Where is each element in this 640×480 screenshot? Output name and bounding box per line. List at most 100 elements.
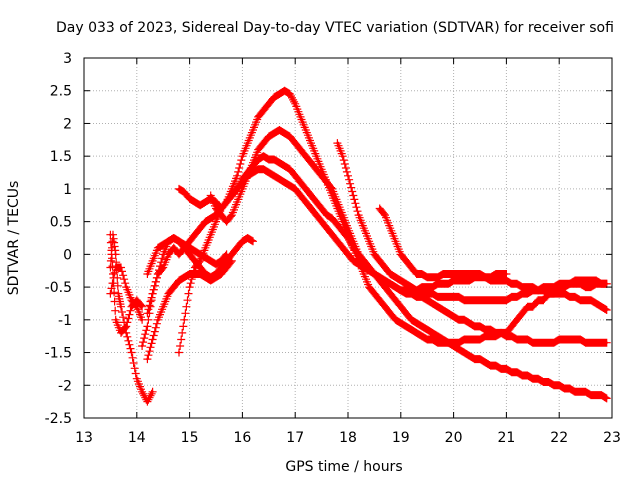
data-point xyxy=(204,256,207,259)
data-point xyxy=(146,312,149,315)
data-point xyxy=(267,135,270,138)
data-point xyxy=(515,282,519,285)
data-point xyxy=(140,390,144,393)
data-point xyxy=(156,272,160,276)
data-point xyxy=(367,266,371,269)
data-point xyxy=(119,266,123,269)
data-point xyxy=(209,217,212,220)
y-tick-label: 0 xyxy=(63,247,72,263)
data-point xyxy=(489,364,492,367)
data-point xyxy=(193,266,197,269)
data-point xyxy=(526,292,529,295)
data-point xyxy=(373,272,376,276)
data-point xyxy=(568,387,571,390)
data-point xyxy=(589,341,593,344)
data-point xyxy=(452,279,455,282)
data-point xyxy=(383,305,387,308)
data-point xyxy=(336,240,339,243)
data-point xyxy=(251,240,255,243)
data-point xyxy=(584,285,587,289)
data-point xyxy=(151,292,154,295)
data-point xyxy=(183,243,186,246)
data-point xyxy=(214,276,218,279)
data-point xyxy=(162,243,165,246)
data-point xyxy=(394,276,397,279)
y-axis-ticks: -2.5 -2 -1.5 -1 -0.5 0 0.5 1 1.5 2 2.5 3 xyxy=(45,51,612,427)
data-point xyxy=(315,213,318,217)
data-point xyxy=(336,200,339,204)
data-point xyxy=(568,338,571,341)
data-point xyxy=(558,384,561,387)
data-point xyxy=(389,282,392,285)
data-point xyxy=(288,135,292,138)
data-point xyxy=(505,279,508,282)
series-track-3 xyxy=(106,263,147,324)
data-point xyxy=(415,331,418,335)
data-point xyxy=(436,335,439,338)
data-point xyxy=(146,325,149,328)
series-markers xyxy=(175,86,611,347)
data-point xyxy=(436,282,439,285)
data-point xyxy=(404,312,408,315)
x-tick-label: 19 xyxy=(392,430,410,446)
data-point xyxy=(288,184,292,187)
data-point xyxy=(378,207,381,210)
data-point xyxy=(489,328,492,331)
data-point xyxy=(309,141,313,145)
data-point xyxy=(346,253,350,256)
data-point xyxy=(521,338,524,341)
data-point xyxy=(320,207,323,210)
x-tick-label: 17 xyxy=(286,430,304,446)
data-point xyxy=(515,338,519,341)
x-axis-ticks: 13 14 15 16 17 18 19 20 21 22 23 xyxy=(75,58,621,446)
data-point xyxy=(294,102,297,106)
data-point xyxy=(484,328,487,331)
data-point xyxy=(478,299,482,302)
data-point xyxy=(130,351,133,354)
data-point xyxy=(399,279,402,282)
data-point xyxy=(389,227,392,230)
data-point xyxy=(595,341,598,344)
data-point xyxy=(214,263,218,266)
data-point xyxy=(251,128,255,132)
data-point xyxy=(315,200,318,204)
data-point xyxy=(515,318,519,321)
y-tick-label: -1 xyxy=(58,313,72,329)
data-point xyxy=(505,272,508,276)
y-tick-label: 2.5 xyxy=(50,84,72,100)
data-point xyxy=(605,341,608,344)
data-point xyxy=(563,387,566,390)
data-point xyxy=(146,272,149,276)
data-point xyxy=(362,227,365,230)
data-point xyxy=(473,299,476,302)
data-point xyxy=(484,335,487,338)
data-point xyxy=(542,299,545,302)
data-point xyxy=(304,155,307,158)
data-point xyxy=(505,331,508,335)
data-point xyxy=(315,168,318,171)
x-tick-label: 20 xyxy=(445,430,463,446)
data-point xyxy=(367,285,371,289)
y-axis-label: SDTVAR / TECUs xyxy=(6,181,22,296)
data-point xyxy=(521,292,524,295)
data-point xyxy=(125,331,128,335)
data-point xyxy=(135,377,138,380)
data-point xyxy=(156,246,160,249)
data-point xyxy=(199,266,202,269)
y-tick-label: 3 xyxy=(63,51,72,67)
data-point xyxy=(473,272,476,276)
data-point xyxy=(468,279,471,282)
data-point xyxy=(452,295,455,299)
data-point xyxy=(410,266,413,269)
data-point xyxy=(452,341,455,344)
data-point xyxy=(463,318,466,321)
data-point xyxy=(431,276,434,279)
data-point xyxy=(362,272,365,276)
data-point xyxy=(510,282,513,285)
data-point xyxy=(125,285,128,289)
data-point xyxy=(320,220,323,223)
data-point xyxy=(499,367,503,371)
data-point xyxy=(463,351,466,354)
data-point xyxy=(499,279,503,282)
data-point xyxy=(373,292,376,295)
